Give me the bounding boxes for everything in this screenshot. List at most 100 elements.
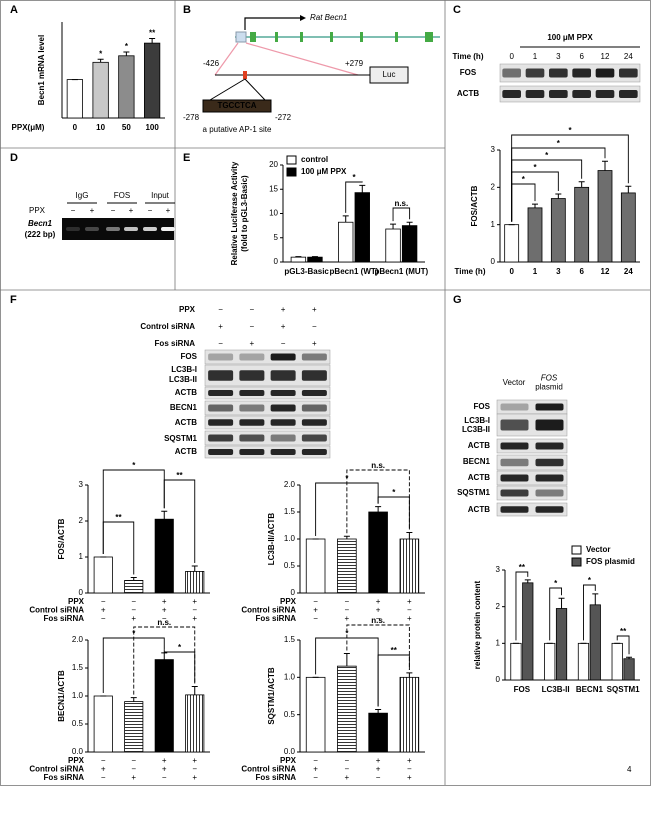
bar bbox=[154, 659, 174, 753]
time-tick: 6 bbox=[579, 52, 584, 61]
blot-band bbox=[535, 458, 564, 467]
bar bbox=[354, 192, 370, 263]
treatment: 100 μM PPX bbox=[547, 33, 593, 42]
gel-band bbox=[161, 227, 175, 231]
condition-name: PPX bbox=[179, 305, 196, 314]
blot-band bbox=[535, 506, 564, 513]
blot-band bbox=[572, 68, 591, 78]
condition-name: Control siRNA bbox=[140, 322, 195, 331]
bar bbox=[527, 207, 543, 263]
blot-band bbox=[270, 449, 296, 455]
site-end: -272 bbox=[275, 113, 292, 122]
bar bbox=[305, 538, 326, 594]
blot-band bbox=[595, 68, 615, 78]
condition-sign: + bbox=[192, 756, 197, 765]
bar bbox=[290, 256, 307, 263]
y-axis-label: LC3B-II/ACTB bbox=[267, 513, 276, 566]
blot-row: BECN1 bbox=[170, 403, 198, 412]
gel-band bbox=[66, 227, 80, 231]
condition-sign: − bbox=[313, 614, 318, 623]
condition-sign: − bbox=[407, 606, 412, 615]
condition-name: Control siRNA bbox=[29, 765, 84, 774]
x-tick-label: pBecn1 (WT) bbox=[330, 267, 379, 276]
blot-band bbox=[239, 434, 265, 442]
blot-band bbox=[239, 353, 265, 361]
condition-sign: − bbox=[162, 614, 167, 623]
error-bar bbox=[149, 38, 156, 44]
condition-name: PPX bbox=[280, 597, 297, 606]
y-tick-label: 2 bbox=[496, 602, 501, 611]
significance: * bbox=[545, 151, 549, 160]
gel-sign: − bbox=[111, 206, 116, 215]
y-axis-label: Relative Luciferase Activity bbox=[230, 161, 239, 265]
significance-bracket bbox=[515, 571, 529, 641]
gel-sign: + bbox=[166, 206, 171, 215]
bar bbox=[337, 538, 357, 594]
blot-band bbox=[535, 442, 564, 450]
bar bbox=[620, 192, 636, 263]
blot-band bbox=[535, 489, 564, 497]
arrow-head bbox=[300, 15, 306, 21]
time-tick: 12 bbox=[601, 52, 610, 61]
condition-name: Fos siRNA bbox=[256, 614, 297, 623]
blot-band bbox=[500, 474, 529, 482]
blot-strip bbox=[204, 349, 331, 365]
bar bbox=[550, 198, 566, 263]
y-tick-label: 0 bbox=[491, 257, 496, 266]
blot-strip bbox=[204, 364, 331, 387]
gel-sign: − bbox=[148, 206, 153, 215]
exon bbox=[425, 32, 433, 42]
blot-band bbox=[301, 353, 327, 361]
x-tick-label: 0 bbox=[73, 123, 78, 132]
bar bbox=[401, 225, 418, 263]
condition-sign: + bbox=[250, 339, 255, 348]
y-axis-label: (fold to pGL3-Basic) bbox=[240, 175, 249, 252]
blot-band bbox=[535, 403, 564, 411]
significance-bracket bbox=[377, 496, 410, 530]
error-bar bbox=[592, 593, 599, 605]
condition-sign: − bbox=[131, 765, 136, 774]
blot-band bbox=[208, 353, 234, 361]
x-tick-label: LC3B-II bbox=[542, 685, 570, 694]
gene-name: Rat Becn1 bbox=[310, 13, 347, 22]
legend-swatch bbox=[571, 557, 582, 567]
blot-band bbox=[301, 390, 327, 396]
y-tick-label: 1 bbox=[491, 220, 496, 229]
error-bar bbox=[130, 697, 137, 702]
blot-row: ACTB bbox=[175, 388, 197, 397]
condition-sign: + bbox=[101, 606, 106, 615]
condition-name: PPX bbox=[68, 597, 85, 606]
y-tick-label: 0 bbox=[274, 257, 279, 266]
bar bbox=[623, 658, 635, 681]
blot-row: ACTB bbox=[175, 447, 197, 456]
y-tick-label: 0.5 bbox=[284, 561, 296, 570]
blot-band bbox=[208, 449, 234, 455]
condition-sign: + bbox=[101, 765, 106, 774]
significance-bracket bbox=[102, 521, 135, 575]
blot-band bbox=[270, 419, 296, 426]
significance: ** bbox=[176, 471, 183, 480]
significance-bracket bbox=[346, 469, 410, 534]
blot-band bbox=[500, 419, 529, 431]
bar bbox=[589, 604, 601, 681]
blot-band bbox=[500, 489, 529, 497]
blot-band bbox=[208, 434, 234, 442]
blot-band bbox=[535, 419, 564, 431]
blot-band bbox=[301, 449, 327, 455]
bar bbox=[574, 186, 590, 263]
blot-band bbox=[572, 90, 591, 98]
blot-strip bbox=[204, 386, 331, 400]
blot-band bbox=[301, 419, 327, 426]
condition-sign: − bbox=[218, 305, 223, 314]
condition-sign: − bbox=[313, 773, 318, 782]
x-tick-label: pBecn1 (MUT) bbox=[374, 267, 428, 276]
y-tick-label: 1 bbox=[496, 638, 501, 647]
error-bar bbox=[390, 223, 397, 230]
blot-band bbox=[270, 434, 296, 442]
condition-name: Control siRNA bbox=[29, 606, 84, 615]
site-seq: TGCCTCA bbox=[217, 101, 256, 110]
error-bar bbox=[625, 185, 632, 193]
bar bbox=[124, 701, 144, 753]
gel-sign: + bbox=[129, 206, 134, 215]
